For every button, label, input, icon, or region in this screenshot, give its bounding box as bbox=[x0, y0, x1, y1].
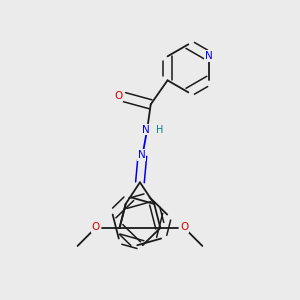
Text: N: N bbox=[205, 51, 213, 61]
Text: N: N bbox=[142, 124, 149, 134]
Text: N: N bbox=[138, 150, 146, 160]
Text: O: O bbox=[92, 222, 100, 232]
Text: H: H bbox=[156, 125, 164, 135]
Text: O: O bbox=[114, 91, 122, 101]
Text: O: O bbox=[180, 222, 188, 232]
